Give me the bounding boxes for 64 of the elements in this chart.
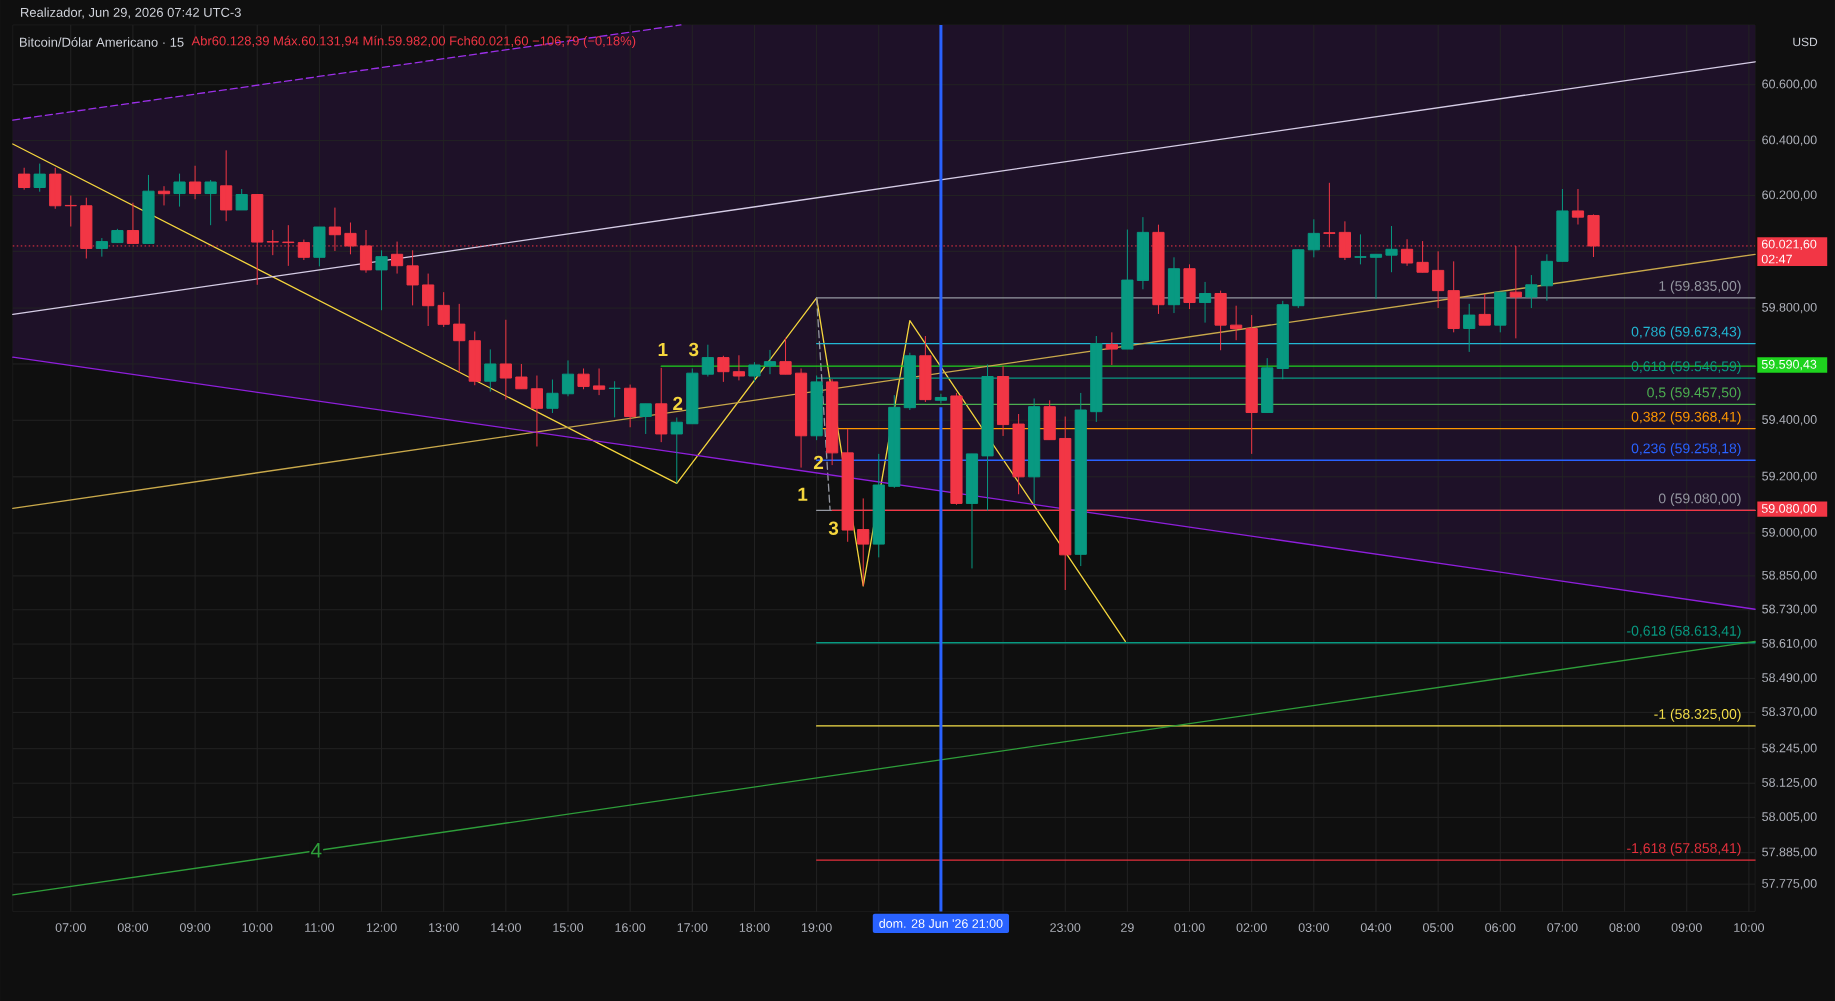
y-tick-label: 58.850,00 xyxy=(1762,570,1817,581)
x-tick-label: 16:00 xyxy=(615,922,646,932)
x-tick-label: 04:00 xyxy=(1360,922,1392,932)
x-tick-label: 11:00 xyxy=(305,922,335,932)
x-tick-label: 08:00 xyxy=(117,922,149,932)
x-tick-label: 08:00 xyxy=(1609,922,1640,932)
annotation: -1 (58.325,00) xyxy=(1654,708,1741,722)
x-tick-label: 09:00 xyxy=(1671,922,1702,932)
y-tick-label: 58.730,00 xyxy=(1762,604,1817,615)
y-tick-label: 58.245,00 xyxy=(1762,743,1817,754)
x-tick-label: 02:00 xyxy=(1236,922,1267,932)
y-tick-label: 58.125,00 xyxy=(1762,777,1817,789)
x-tick-label: 23:00 xyxy=(1050,922,1081,932)
annotation: -0,618 (58.613,41) xyxy=(1627,625,1741,639)
x-tick-label: 07:00 xyxy=(1547,922,1578,932)
annotation: 0,382 (59.368,41) xyxy=(1631,411,1741,425)
y-tick-label: 60.400,00 xyxy=(1762,135,1817,146)
annotation: -1,618 (57.858,41) xyxy=(1627,842,1741,856)
y-tick-label: 58.610,00 xyxy=(1762,638,1817,649)
x-tick-label: 07:00 xyxy=(55,922,86,932)
annotation: 3 xyxy=(688,342,699,356)
x-tick-label: 13:00 xyxy=(429,922,459,932)
annotation: 0,786 (59.673,43) xyxy=(1631,326,1741,340)
x-tick-label: 10:00 xyxy=(1734,922,1765,932)
y-tick-label: 60.600,00 xyxy=(1762,79,1817,90)
text: Bitcoin/Dólar Americano · 15 xyxy=(20,36,184,47)
series-label: 59.590,43 xyxy=(1761,359,1817,370)
y-tick-label: 58.370,00 xyxy=(1762,706,1817,718)
y-tick-label: 60.200,00 xyxy=(1762,190,1817,201)
x-tick-label: 18:00 xyxy=(739,922,770,932)
x-tick-label: 17:00 xyxy=(677,922,708,932)
annotation: 0,236 (59.258,18) xyxy=(1631,442,1741,456)
y-tick-label: 59.200,00 xyxy=(1762,471,1817,482)
y-tick-label: 57.775,00 xyxy=(1762,878,1817,890)
y-tick-label: 59.800,00 xyxy=(1762,302,1817,313)
x-tick-label: 12:00 xyxy=(366,922,397,932)
text: Realizador, Jun 29, 2026 07:42 UTC-3 xyxy=(21,7,241,19)
ref-line-label: dom. 28 Jun '26 21:00 xyxy=(879,918,1003,928)
y-tick-label: 57.885,00 xyxy=(1762,847,1817,858)
y-tick-label: 58.490,00 xyxy=(1762,673,1817,684)
y-tick-label: 59.000,00 xyxy=(1762,527,1817,538)
annotation: 1 xyxy=(798,487,808,501)
x-tick-label: 06:00 xyxy=(1485,922,1516,932)
text: USD xyxy=(1793,37,1818,46)
x-tick-label: 10:00 xyxy=(242,922,273,932)
x-tick-label: 14:00 xyxy=(491,922,521,932)
x-tick-label: 15:00 xyxy=(553,922,584,932)
annotation: 2 xyxy=(673,396,683,410)
annotation: 1 (59.835,00) xyxy=(1659,280,1741,294)
x-tick-label: 09:00 xyxy=(179,922,211,932)
annotation: 1 xyxy=(658,342,668,356)
annotation: 4 xyxy=(310,842,322,858)
y-tick-label: 58.005,00 xyxy=(1762,811,1817,823)
x-tick-label: 05:00 xyxy=(1423,922,1454,932)
series-label: 59.080,00 xyxy=(1761,503,1817,515)
y-tick-label: 59.400,00 xyxy=(1762,414,1817,426)
annotation: 3 xyxy=(828,521,839,535)
ref-line-label: 60.021,60 02:47 xyxy=(1761,239,1817,264)
x-tick-label: 29 xyxy=(1121,922,1134,932)
annotation: 0 (59.080,00) xyxy=(1658,492,1741,506)
x-tick-label: 01:00 xyxy=(1174,922,1205,932)
x-tick-label: 19:00 xyxy=(801,922,832,932)
annotation: 0,5 (59.457,50) xyxy=(1647,386,1741,400)
x-tick-label: 03:00 xyxy=(1298,922,1329,932)
